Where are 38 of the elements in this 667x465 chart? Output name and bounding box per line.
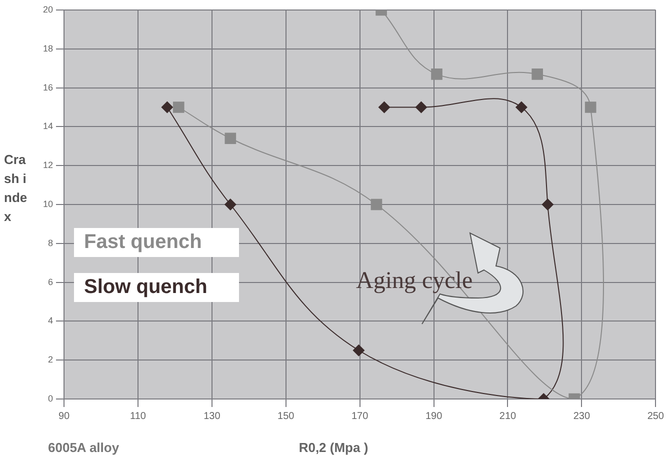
point	[584, 102, 596, 113]
x-axis-title: R0,2 (Mpa )	[298, 440, 368, 455]
y-tick-label: 12	[42, 160, 54, 170]
y-tick-label: 14	[42, 121, 54, 132]
x-tick-label: 150	[278, 410, 295, 422]
point	[415, 101, 428, 114]
point	[370, 198, 382, 210]
point	[224, 132, 236, 144]
point	[378, 101, 390, 114]
y-tick-label: 6	[48, 276, 54, 287]
point	[172, 102, 184, 113]
x-tick-label: 190	[425, 410, 443, 422]
point	[224, 198, 236, 210]
text: Slow quench	[74, 273, 239, 302]
point	[431, 68, 442, 80]
x-tick-label: 250	[647, 410, 664, 422]
point	[542, 198, 554, 210]
text: Fast quench	[74, 228, 239, 257]
x-tick-label: 90	[58, 410, 70, 422]
y-tick-label: 20	[42, 4, 54, 14]
y-tick-label: 4	[48, 316, 54, 326]
y-tick-label: 18	[42, 43, 54, 54]
x-tick-label: 210	[499, 410, 517, 422]
point	[161, 101, 174, 114]
y-tick-label: 10	[42, 198, 54, 209]
y-axis-title: Crash index	[4, 151, 28, 226]
annotation: Aging cycle	[356, 268, 473, 295]
y-tick-label: 8	[48, 238, 54, 248]
x-tick-label: 230	[573, 410, 590, 422]
x-tick-label: 170	[351, 410, 369, 422]
y-tick-label: 2	[48, 354, 54, 365]
point	[532, 68, 543, 80]
x-tick-label: 110	[130, 410, 146, 422]
y-tick-label: 0	[48, 393, 54, 404]
point	[515, 101, 528, 114]
x-tick-label: 130	[204, 410, 221, 422]
y-tick-label: 16	[42, 82, 54, 92]
text: 6005A alloy	[48, 440, 120, 455]
